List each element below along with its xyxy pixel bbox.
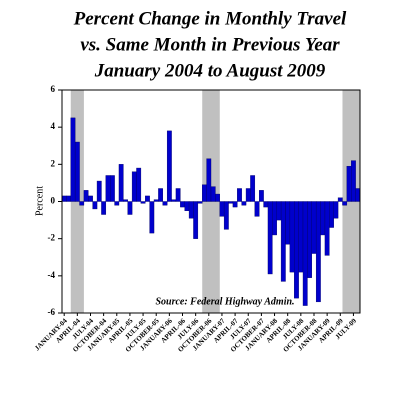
bar — [131, 171, 137, 202]
bar — [267, 201, 273, 275]
bar — [140, 201, 146, 204]
bar — [342, 201, 348, 206]
bar — [114, 201, 120, 206]
bar — [223, 201, 229, 230]
bar — [324, 201, 330, 256]
bar — [96, 180, 102, 202]
bar — [166, 130, 172, 202]
bar — [276, 201, 282, 221]
bar — [110, 175, 115, 202]
bar — [302, 201, 308, 306]
plot-frame — [61, 89, 361, 314]
y-tick-label: -2 — [48, 233, 56, 243]
bar — [351, 160, 356, 202]
bar — [259, 190, 264, 202]
bar — [162, 201, 168, 206]
bar — [66, 195, 71, 202]
bar — [74, 141, 80, 202]
bar — [228, 201, 234, 204]
bar — [232, 201, 238, 208]
bar — [101, 201, 107, 215]
bar — [210, 186, 216, 202]
bar — [118, 164, 124, 202]
bar — [105, 175, 111, 202]
bar — [136, 167, 142, 202]
bar — [241, 201, 247, 206]
bar — [320, 201, 326, 236]
bar — [88, 195, 93, 202]
bar — [188, 201, 194, 219]
bar — [79, 201, 85, 206]
bar — [180, 201, 185, 208]
bar — [311, 201, 317, 254]
bar — [171, 199, 177, 202]
bar — [237, 188, 242, 202]
bar — [83, 190, 89, 202]
bar — [197, 201, 203, 204]
chart-title: January 2004 to August 2009 — [94, 60, 326, 81]
y-tick-label: 4 — [51, 121, 56, 131]
bar — [127, 201, 133, 215]
bar — [202, 184, 207, 202]
bar — [355, 188, 361, 202]
bar — [70, 117, 76, 202]
y-tick-label: -6 — [48, 307, 56, 317]
y-tick-label: 6 — [51, 84, 56, 94]
bar — [285, 201, 291, 245]
bar — [158, 188, 163, 202]
y-tick-label: -4 — [48, 270, 56, 280]
bar — [145, 195, 150, 202]
bar — [272, 201, 277, 236]
bar — [315, 201, 321, 303]
bar — [263, 201, 269, 208]
bar — [333, 201, 339, 219]
bar — [206, 158, 212, 202]
bar — [250, 175, 256, 202]
chart-title: vs. Same Month in Previous Year — [80, 34, 340, 55]
bar — [280, 201, 286, 282]
bar — [92, 201, 98, 210]
bar — [254, 201, 260, 217]
bar — [337, 197, 343, 202]
bar — [346, 165, 352, 202]
bar — [193, 201, 199, 239]
y-tick-label: 2 — [51, 158, 56, 168]
bar — [289, 201, 295, 273]
bar — [175, 188, 181, 202]
bar — [298, 201, 304, 273]
y-tick-label: 0 — [51, 196, 56, 206]
bar — [215, 193, 220, 202]
bar — [329, 201, 334, 228]
bar — [153, 199, 159, 202]
bar — [123, 199, 128, 202]
bar — [219, 201, 225, 217]
y-axis-label: Percent — [34, 186, 45, 216]
bar — [61, 195, 67, 202]
bar — [294, 201, 299, 299]
bar — [245, 188, 251, 202]
chart-title: Percent Change in Monthly Travel — [73, 8, 347, 29]
bar — [184, 201, 190, 211]
bar — [307, 201, 312, 278]
annotation: Source: Federal Highway Admin. — [155, 296, 294, 307]
bar — [149, 201, 155, 234]
